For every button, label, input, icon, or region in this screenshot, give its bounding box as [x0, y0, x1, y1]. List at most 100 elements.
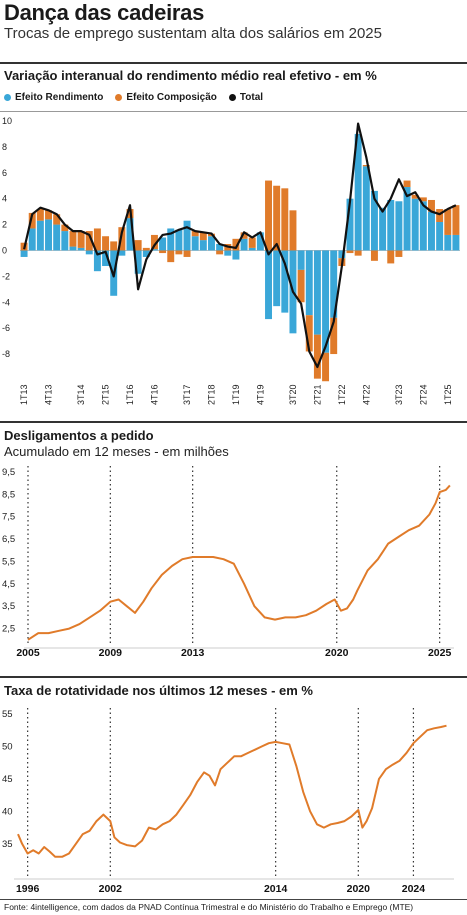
bar-composicao [305, 315, 313, 352]
bar-composicao [248, 237, 256, 248]
x-tick-label: 1T25 [443, 384, 453, 405]
y-tick-label: 50 [2, 741, 13, 752]
bar-composicao [444, 209, 452, 235]
y-tick-label: 4 [2, 194, 7, 204]
bar-composicao [93, 228, 101, 251]
bar-rendimento [45, 219, 52, 251]
bar-composicao [436, 209, 444, 222]
bar-rendimento [354, 133, 362, 251]
legend-divider [0, 111, 467, 112]
x-tick-label: 2T21 [312, 384, 322, 405]
legend-swatch-rendimento [4, 94, 11, 101]
bar-composicao [69, 231, 77, 247]
bar-rendimento [36, 220, 44, 251]
y-tick-label: -8 [2, 349, 10, 359]
y-tick-label: -4 [2, 297, 10, 307]
bar-composicao [85, 231, 93, 251]
bar-composicao [232, 238, 240, 251]
bar-rendimento [281, 250, 289, 313]
y-tick-label: 35 [2, 839, 13, 850]
chart-desligamentos: 9,5 8,5 7,5 6,5 5,5 4,5 3,5 2,5 2005 2009 2013 2020… [2, 466, 454, 659]
line-total [23, 122, 457, 369]
x-tick-label: 2T24 [418, 384, 428, 405]
bar-rendimento [297, 250, 305, 270]
x-tick-label: 2020 [325, 647, 349, 659]
legend-swatch-composicao [115, 94, 123, 101]
bar-rendimento [313, 250, 321, 335]
bar-composicao [36, 209, 44, 221]
x-tick-label: 2T18 [206, 384, 216, 405]
page-subtitle: Trocas de emprego sustentam alta dos sal… [4, 25, 382, 42]
bar-composicao [265, 180, 272, 251]
y-tick-label: 6 [2, 168, 7, 178]
x-tick-label: 2005 [16, 647, 40, 659]
x-tick-label: 1T19 [231, 384, 241, 405]
bar-rendimento [322, 250, 330, 353]
bar-rendimento [273, 250, 281, 307]
chart1-legend: Efeito Rendimento Efeito Composição Tota… [4, 92, 263, 103]
y-tick-label: -2 [2, 271, 10, 281]
y-tick-label: 5,5 [2, 556, 15, 567]
x-tick-label: 2014 [264, 883, 288, 895]
bar-rendimento [224, 250, 232, 256]
bar-rendimento [175, 229, 183, 251]
y-tick-label: 7,5 [2, 512, 15, 523]
bar-rendimento [93, 250, 101, 272]
bar-rendimento [191, 236, 199, 251]
y-tick-label: 2 [2, 220, 7, 230]
x-tick-label: 4T22 [361, 384, 371, 405]
x-tick-label: 3T14 [76, 384, 86, 405]
y-tick-label: 8,5 [2, 489, 15, 500]
x-tick-label: 2020 [347, 883, 371, 895]
bar-composicao [134, 240, 142, 251]
bar-rendimento [452, 234, 460, 251]
chart2-subtitle: Acumulado em 12 meses - em milhões [4, 444, 229, 459]
legend-item-total: Total [228, 92, 264, 103]
legend-item-rendimento: Efeito Rendimento [4, 92, 103, 103]
y-tick-label: 2,5 [2, 624, 15, 635]
y-tick-label: 9,5 [2, 467, 15, 478]
bar-composicao [45, 210, 52, 220]
bar-rendimento [28, 228, 36, 251]
chart2-title: Desligamentos a pedido [4, 428, 154, 443]
legend-label-total: Total [239, 92, 264, 103]
y-tick-label: 10 [2, 116, 12, 126]
data-line [27, 484, 451, 641]
bar-composicao [61, 224, 69, 232]
bar-rendimento [150, 249, 158, 251]
bar-composicao [346, 250, 354, 254]
x-tick-label: 2013 [181, 647, 205, 659]
x-tick-label: 3T17 [182, 384, 192, 405]
bar-rendimento [436, 221, 444, 251]
bar-rendimento [216, 244, 224, 251]
bar-rendimento [126, 218, 134, 251]
page-title: Dança das cadeiras [4, 0, 205, 25]
bar-rendimento [395, 201, 403, 251]
legend-label-composicao: Efeito Composição [126, 92, 217, 103]
bar-rendimento [248, 247, 256, 251]
bar-composicao [175, 250, 183, 255]
bar-composicao [110, 241, 118, 251]
bar-rendimento [20, 250, 28, 257]
bar-rendimento [305, 250, 313, 316]
x-tick-label: 2025 [428, 647, 452, 659]
bar-rendimento [134, 250, 142, 274]
bar-composicao [354, 250, 362, 256]
bar-rendimento [85, 250, 93, 255]
y-tick-label: 6,5 [2, 534, 15, 545]
bar-composicao [273, 185, 281, 251]
bar-rendimento [387, 199, 395, 251]
x-tick-label: 3T23 [394, 384, 404, 405]
legend-item-composicao: Efeito Composição [115, 92, 217, 103]
bar-composicao [419, 197, 427, 202]
bar-composicao [313, 334, 321, 379]
bar-rendimento [199, 240, 207, 251]
bar-composicao [281, 188, 289, 251]
bar-composicao [330, 317, 338, 355]
source-note: Fonte: 4intelligence, com dados da PNAD … [4, 902, 414, 912]
data-line [17, 724, 447, 858]
legend-swatch-total [228, 94, 236, 101]
bar-rendimento [167, 228, 175, 251]
bar-composicao [240, 232, 248, 239]
bar-composicao [150, 234, 158, 250]
